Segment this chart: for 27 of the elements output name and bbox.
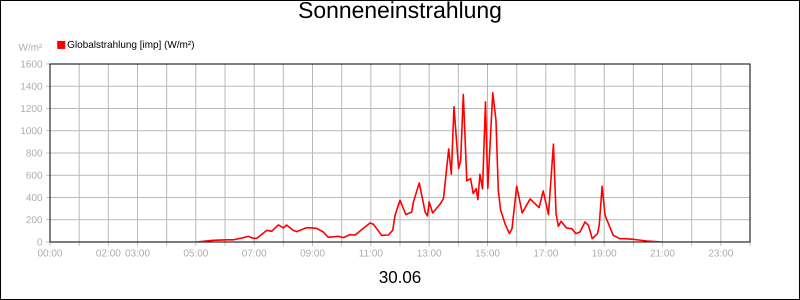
y-axis-title: W/m² — [18, 43, 42, 51]
y-tick-label: 800 — [26, 149, 42, 157]
chart-title: Sonneneinstrahlung — [299, 1, 500, 23]
y-tick-label: 1400 — [21, 82, 42, 90]
legend-label: Globalstrahlung [imp] (W/m²) — [68, 40, 194, 50]
x-tick-label: 05:00 — [184, 250, 208, 257]
x-tick-label: 17:00 — [534, 250, 558, 257]
x-tick-label: 03:00 — [125, 250, 150, 257]
y-tick-label: 1600 — [21, 60, 42, 68]
line-series — [50, 92, 750, 242]
x-tick-label: 23:00 — [708, 250, 733, 257]
y-tick-label: 200 — [26, 216, 42, 224]
y-tick-label: 1000 — [21, 127, 42, 134]
x-tick-label: 09:00 — [300, 250, 325, 257]
y-tick-label: 0 — [37, 238, 42, 246]
y-tick-label: 600 — [26, 172, 42, 179]
x-tick-label: 02:00 — [96, 250, 120, 257]
x-tick-label: 07:00 — [242, 250, 266, 257]
x-axis-title: 30.06 — [379, 271, 420, 283]
x-tick-label: 19:00 — [592, 250, 616, 257]
x-tick-label: 15:00 — [476, 250, 500, 257]
x-tick-label: 00:00 — [38, 250, 62, 257]
x-tick-label: 13:00 — [417, 250, 442, 257]
y-tick-label: 400 — [26, 194, 42, 202]
x-tick-label: 21:00 — [650, 250, 675, 257]
x-tick-label: 11:00 — [360, 250, 383, 257]
y-tick-label: 1200 — [21, 104, 42, 112]
